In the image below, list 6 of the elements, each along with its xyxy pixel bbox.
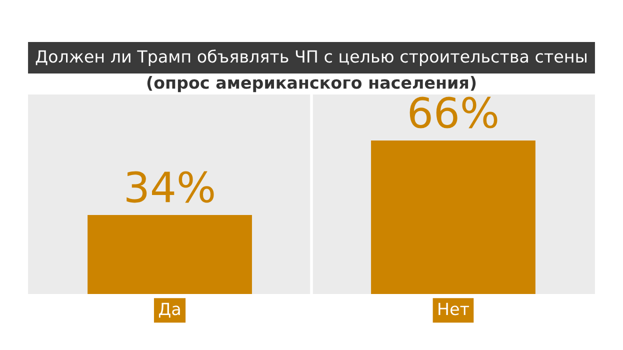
data-label: 34% <box>126 171 214 203</box>
data-label: 66% <box>410 96 498 128</box>
chart-title: Должен ли Трамп объявлять ЧП с целью строительства стены <box>36 50 586 66</box>
x-tick-label: Да <box>158 302 180 318</box>
chart-subtitle: (опрос американского населения) <box>147 76 476 92</box>
x-tick-label: Нет <box>438 302 469 316</box>
